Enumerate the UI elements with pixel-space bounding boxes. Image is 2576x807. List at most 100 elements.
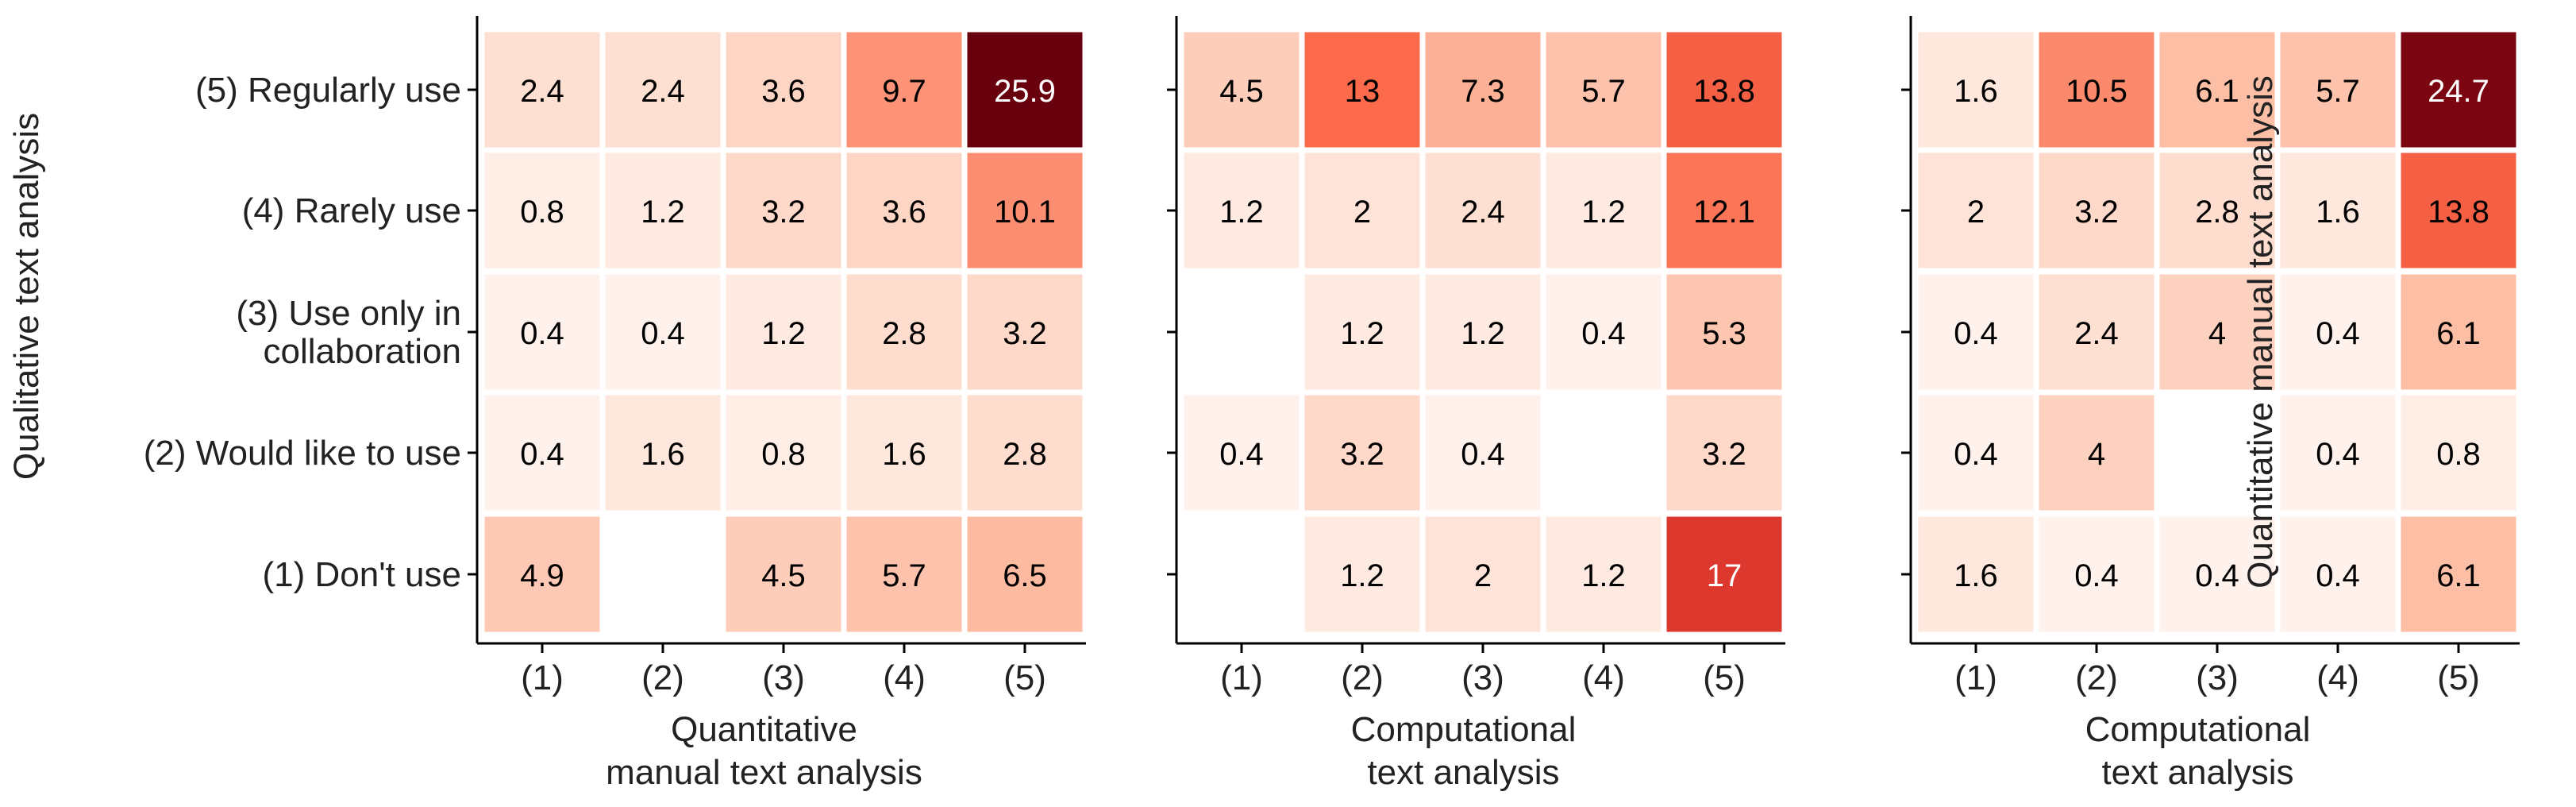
cell-value-label: 1.6 <box>1954 558 1998 593</box>
cell-value-label: 2 <box>1353 195 1371 230</box>
y-tick-label: collaboration <box>264 332 462 371</box>
heatmap-cell <box>1546 32 1662 148</box>
heatmap-cell <box>967 153 1083 268</box>
heatmap-cell <box>846 274 962 390</box>
cell-value-label: 0.4 <box>1219 437 1264 472</box>
x-axis-title: text analysis <box>1367 753 1559 792</box>
cell-value-label: 2.8 <box>882 316 926 351</box>
x-tick-label: (5) <box>2437 658 2480 697</box>
cell-value-label: 1.6 <box>1954 74 1998 109</box>
heatmap-cell <box>2039 516 2154 632</box>
cell-value-label: 6.1 <box>2436 558 2481 593</box>
cell-value-label: 5.3 <box>1702 316 1746 351</box>
cell-value-label: 4.5 <box>1219 74 1264 109</box>
cell-value-label: 0.4 <box>641 316 685 351</box>
cell-value-label: 5.7 <box>2316 74 2360 109</box>
x-tick-label: (4) <box>883 658 926 697</box>
x-axis-title: Computational <box>2085 710 2311 749</box>
cell-value-label: 13 <box>1345 74 1380 109</box>
x-tick-label: (5) <box>1003 658 1046 697</box>
cell-value-label: 0.4 <box>2316 316 2360 351</box>
x-tick-label: (2) <box>641 658 684 697</box>
cell-value-label: 0.8 <box>520 195 564 230</box>
cell-value-label: 4.9 <box>520 558 564 593</box>
heatmap-cell <box>846 516 962 632</box>
cell-value-label: 25.9 <box>994 74 1056 109</box>
heatmap-cell <box>2039 32 2154 148</box>
y-tick-label: (5) Regularly use <box>195 71 461 110</box>
heatmap-cell <box>846 153 962 268</box>
cell-value-label: 1.2 <box>761 316 806 351</box>
cell-value-label: 4 <box>2088 437 2105 472</box>
cell-value-label: 0.4 <box>1954 437 1998 472</box>
x-axis-title: manual text analysis <box>606 753 922 792</box>
heatmap-cell <box>605 32 721 148</box>
x-tick-label: (1) <box>1954 658 1997 697</box>
heatmap-cell <box>1304 274 1420 390</box>
x-tick-label: (3) <box>1461 658 1504 697</box>
heatmap-cell <box>1425 516 1541 632</box>
heatmap-cell <box>726 516 841 632</box>
cell-value-label: 2.4 <box>2074 316 2119 351</box>
heatmap-cell <box>1666 395 1782 511</box>
heatmap-cell <box>967 274 1083 390</box>
cell-value-label: 2 <box>1474 558 1492 593</box>
heatmap-cell <box>1546 516 1662 632</box>
cell-value-label: 2.8 <box>2195 195 2239 230</box>
cell-value-label: 0.4 <box>2074 558 2119 593</box>
heatmap-cell <box>1425 274 1541 390</box>
heatmap-cell <box>1918 153 2034 268</box>
cell-value-label: 1.2 <box>1461 316 1505 351</box>
heatmap-cell <box>1425 32 1541 148</box>
heatmap-cell <box>1918 32 2034 148</box>
heatmap-cell <box>484 32 600 148</box>
x-tick-label: (3) <box>2196 658 2239 697</box>
heatmap-cell <box>2039 274 2154 390</box>
heatmap-cell <box>1304 153 1420 268</box>
cell-value-label: 2.4 <box>1461 195 1505 230</box>
cell-value-label: 1.6 <box>2316 195 2360 230</box>
heatmap-panel-qual-vs-computational: 4.5 13 7.3 5.7 13.8 1.2 2 2.4 1.2 12.1 1.2 1.2 0.4 5.… <box>1167 16 1785 792</box>
cell-value-label: 1.6 <box>641 437 685 472</box>
cell-value-label: 0.8 <box>761 437 806 472</box>
cell-value-label: 0.4 <box>2195 558 2239 593</box>
cell-value-label: 2.4 <box>520 74 564 109</box>
cell-value-label: 10.1 <box>994 195 1056 230</box>
cell-value-label: 0.8 <box>2436 437 2481 472</box>
heatmap-cell <box>605 395 721 511</box>
cell-value-label: 5.7 <box>882 558 926 593</box>
heatmap-cell <box>1918 274 2034 390</box>
cell-value-label: 4 <box>2208 316 2226 351</box>
heatmap-cell <box>2159 153 2275 268</box>
cell-value-label: 0.4 <box>1954 316 1998 351</box>
cell-value-label: 2 <box>1967 195 1985 230</box>
cell-value-label: 3.2 <box>1003 316 1047 351</box>
cell-value-label: 10.5 <box>2066 74 2127 109</box>
cell-value-label: 4.5 <box>761 558 806 593</box>
x-tick-label: (4) <box>2316 658 2359 697</box>
y-axis-title-panel-1: Qualitative text analysis <box>7 113 46 480</box>
heatmap-cell <box>484 516 600 632</box>
cell-value-label: 24.7 <box>2428 74 2489 109</box>
heatmap-cell <box>726 32 841 148</box>
heatmap-cell <box>1666 274 1782 390</box>
cell-value-label: 6.5 <box>1003 558 1047 593</box>
cell-value-label: 7.3 <box>1461 74 1505 109</box>
heatmap-cell <box>2159 274 2275 390</box>
cell-value-label: 2.8 <box>1003 437 1047 472</box>
heatmap-cell <box>967 516 1083 632</box>
heatmap-cell <box>484 274 600 390</box>
heatmap-cell <box>1546 274 1662 390</box>
cell-value-label: 2.4 <box>641 74 685 109</box>
heatmap-cell <box>967 395 1083 511</box>
x-axis-title: Computational <box>1351 710 1577 749</box>
heatmap-cell <box>605 153 721 268</box>
x-tick-label: (1) <box>521 658 564 697</box>
heatmap-cell <box>2401 274 2516 390</box>
cell-value-label: 1.6 <box>882 437 926 472</box>
heatmap-cell <box>2280 395 2396 511</box>
heatmap-cell <box>484 395 600 511</box>
heatmap-panel-qual-vs-quantmanual: 2.4 2.4 3.6 9.7 25.9 0.8 1.2 3.2 3.6 10.1 0.4 0.4 1.… <box>144 16 1086 792</box>
cell-value-label: 1.2 <box>1219 195 1264 230</box>
